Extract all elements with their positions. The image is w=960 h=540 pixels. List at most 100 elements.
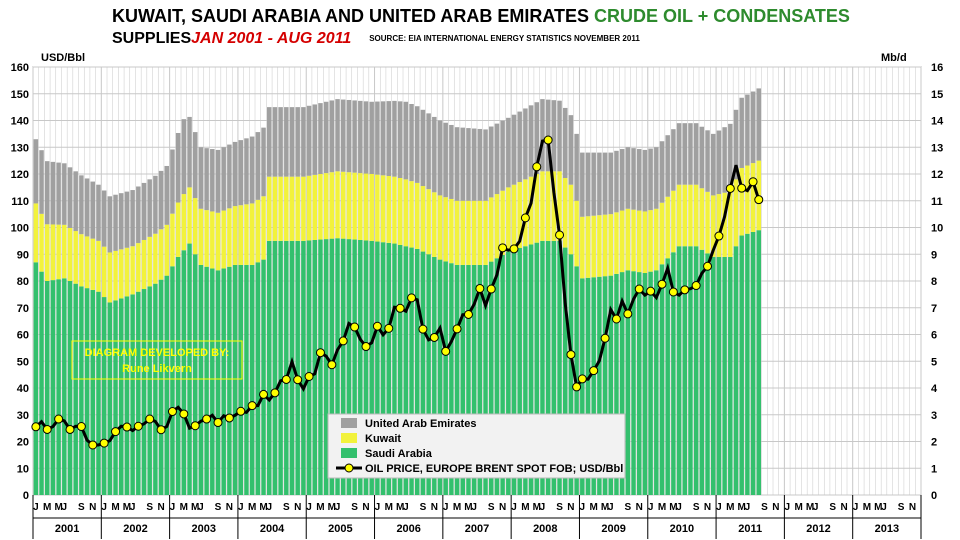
bar-united-arab-emirates [608, 152, 614, 215]
month-tick-label: N [226, 502, 233, 513]
bar-kuwait [312, 174, 318, 240]
price-point [111, 427, 121, 437]
month-tick-label: S [283, 502, 290, 513]
bar-kuwait [648, 210, 653, 272]
price-point [372, 321, 382, 331]
price-point [327, 360, 337, 370]
month-tick-label: S [351, 502, 358, 513]
bar-saudi-arabia [506, 251, 511, 495]
bar-kuwait [602, 214, 608, 277]
bar-kuwait [198, 208, 204, 265]
bar-kuwait [175, 202, 181, 257]
bar-united-arab-emirates [210, 149, 215, 212]
bar-saudi-arabia [96, 291, 101, 495]
month-tick-label: S [898, 502, 905, 513]
bar-saudi-arabia [671, 252, 676, 495]
bar-kuwait [659, 202, 665, 265]
price-point [247, 401, 257, 411]
month-tick-label: N [636, 502, 643, 513]
bar-saudi-arabia [659, 264, 665, 495]
bar-kuwait [210, 211, 215, 269]
price-point [463, 309, 473, 319]
bar-kuwait [426, 189, 431, 255]
bar-united-arab-emirates [426, 113, 431, 190]
bar-kuwait [557, 171, 562, 241]
price-point [555, 230, 565, 240]
bar-kuwait [665, 196, 670, 259]
bar-kuwait [523, 179, 528, 247]
bar-saudi-arabia [153, 283, 158, 495]
bar-united-arab-emirates [62, 163, 67, 225]
price-point [338, 336, 348, 346]
bar-kuwait [716, 194, 722, 257]
bar-saudi-arabia [210, 268, 215, 495]
bar-united-arab-emirates [460, 127, 466, 201]
bar-saudi-arabia [676, 246, 682, 495]
bar-saudi-arabia [181, 250, 187, 495]
bar-kuwait [733, 179, 739, 247]
legend-label: Kuwait [365, 433, 401, 445]
bar-saudi-arabia [386, 242, 392, 495]
bar-saudi-arabia [409, 247, 414, 495]
bar-kuwait [642, 211, 648, 273]
bar-united-arab-emirates [420, 109, 426, 187]
bar-kuwait [306, 175, 312, 241]
month-tick-label: J [716, 502, 722, 513]
right-axis-tick-label: 6 [931, 330, 937, 342]
bar-kuwait [181, 194, 187, 251]
price-point [691, 281, 701, 291]
bar-saudi-arabia [517, 248, 522, 495]
price-point [452, 324, 462, 334]
bar-united-arab-emirates [33, 139, 39, 204]
bar-kuwait [722, 192, 727, 257]
price-point [31, 422, 41, 432]
bar-united-arab-emirates [705, 130, 710, 192]
bar-united-arab-emirates [90, 181, 96, 239]
month-tick-label: M [248, 502, 256, 513]
bar-united-arab-emirates [198, 147, 204, 209]
price-point [213, 418, 223, 428]
bar-united-arab-emirates [602, 152, 608, 215]
bar-kuwait [67, 227, 73, 281]
legend-swatch [341, 448, 357, 458]
price-point [167, 407, 177, 417]
bar-united-arab-emirates [107, 196, 113, 253]
bar-kuwait [323, 173, 329, 240]
bar-united-arab-emirates [511, 114, 517, 185]
bar-kuwait [141, 239, 147, 290]
bar-saudi-arabia [403, 246, 409, 495]
bar-kuwait [335, 171, 340, 239]
bar-kuwait [340, 171, 346, 239]
bar-kuwait [187, 187, 192, 244]
legend-label: Saudi Arabia [365, 448, 433, 460]
legend-marker [344, 463, 354, 473]
bar-saudi-arabia [118, 298, 124, 495]
bar-saudi-arabia [164, 275, 170, 495]
bar-united-arab-emirates [614, 150, 619, 213]
bar-kuwait [73, 231, 78, 284]
left-axis-tick-label: 150 [11, 89, 29, 101]
bar-kuwait [249, 203, 255, 265]
bar-saudi-arabia [710, 256, 716, 495]
bar-saudi-arabia [494, 258, 500, 495]
bar-kuwait [244, 204, 249, 265]
bar-kuwait [619, 210, 625, 273]
bar-saudi-arabia [301, 240, 306, 495]
bar-united-arab-emirates [204, 148, 209, 211]
bar-kuwait [192, 198, 198, 255]
price-point [680, 285, 690, 295]
bar-united-arab-emirates [318, 103, 323, 174]
bar-kuwait [750, 163, 756, 232]
bar-united-arab-emirates [39, 150, 44, 214]
month-tick-label: J [198, 502, 204, 513]
bar-united-arab-emirates [67, 167, 73, 228]
bar-kuwait [483, 200, 488, 265]
title-line2-black: SUPPLIES [112, 30, 192, 47]
bar-united-arab-emirates [540, 99, 545, 172]
bar-united-arab-emirates [227, 144, 232, 209]
bar-kuwait [278, 176, 283, 241]
month-tick-label: M [453, 502, 461, 513]
month-tick-label: S [488, 502, 495, 513]
bar-saudi-arabia [204, 266, 209, 495]
bar-saudi-arabia [136, 291, 141, 495]
